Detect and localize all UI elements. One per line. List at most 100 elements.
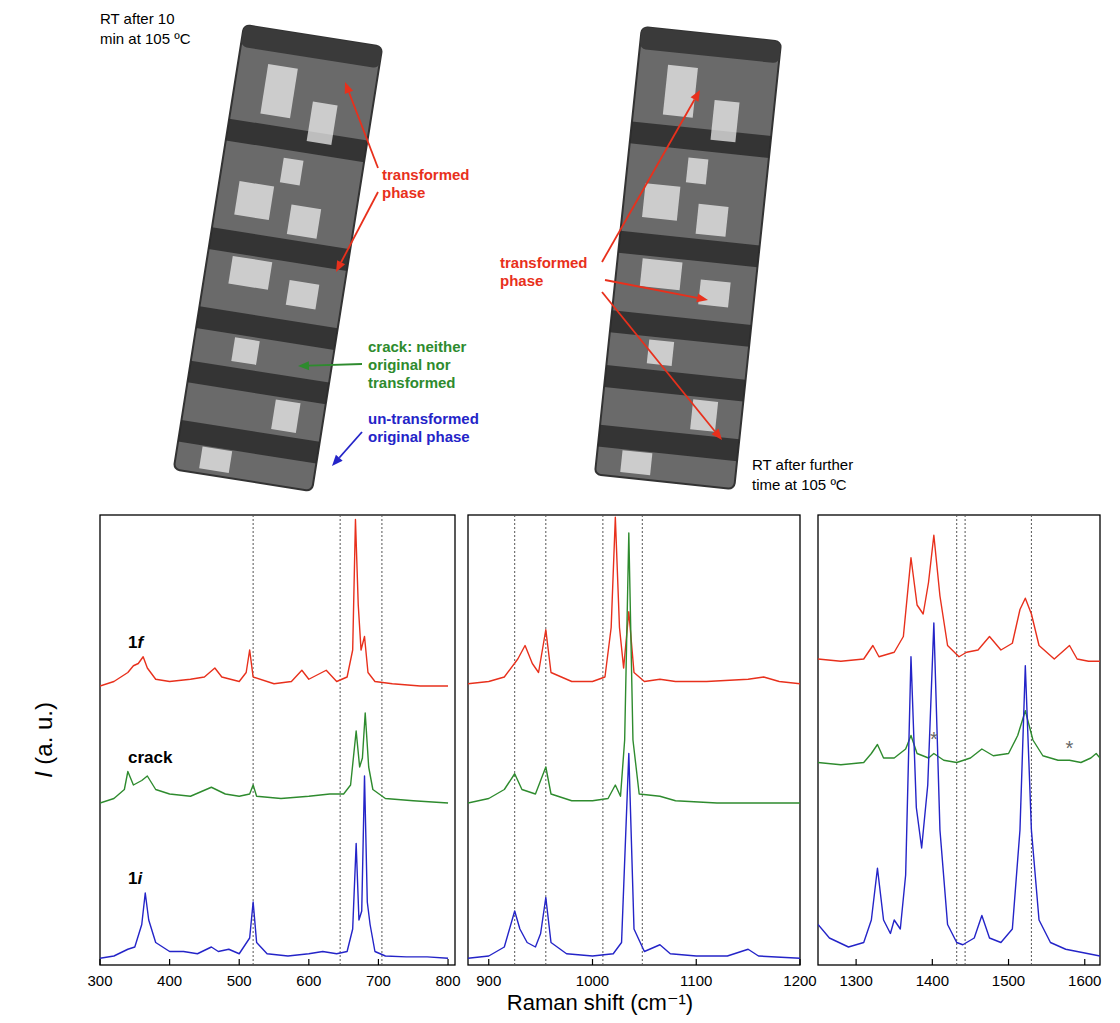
arrow-head bbox=[332, 455, 343, 466]
photo-caption: RT after further bbox=[752, 456, 853, 473]
plot-frame bbox=[468, 515, 800, 965]
spectrum-line bbox=[100, 776, 448, 958]
crystal-highlight bbox=[642, 183, 680, 220]
crystal-band bbox=[178, 420, 320, 464]
x-tick bbox=[308, 959, 309, 965]
x-tick-label: 1200 bbox=[783, 972, 816, 989]
x-tick-label: 500 bbox=[227, 972, 252, 989]
x-tick-label: 900 bbox=[476, 972, 501, 989]
arrow-head bbox=[345, 82, 353, 94]
series-label-part: i bbox=[137, 869, 143, 888]
crystal bbox=[595, 27, 781, 489]
x-tick bbox=[488, 959, 489, 965]
x-tick bbox=[99, 959, 100, 965]
photo-label: transformed bbox=[382, 166, 470, 183]
x-tick-label: 1600 bbox=[1068, 972, 1101, 989]
crystal-highlight bbox=[640, 258, 683, 290]
crystal-end bbox=[241, 25, 383, 69]
arrow-shaft bbox=[602, 100, 695, 262]
crystal-body bbox=[174, 25, 383, 491]
annotation: * bbox=[930, 728, 938, 750]
x-tick bbox=[1008, 959, 1009, 965]
spectrum-line bbox=[100, 713, 448, 803]
crystal-highlight bbox=[696, 204, 729, 237]
crystal-highlight bbox=[287, 204, 321, 238]
crystal-highlight bbox=[663, 65, 698, 118]
crystal-body bbox=[595, 27, 781, 489]
x-tick-label: 400 bbox=[157, 972, 182, 989]
crystal-band bbox=[226, 119, 368, 163]
arrow-head bbox=[691, 90, 700, 102]
photo-label: phase bbox=[382, 184, 425, 201]
photo-label: phase bbox=[500, 272, 543, 289]
guide-line bbox=[514, 515, 515, 965]
y-axis-title-part: (a. u.) bbox=[30, 702, 57, 771]
plot-frame bbox=[100, 515, 455, 965]
x-tick bbox=[932, 959, 933, 965]
crystal-highlight bbox=[228, 256, 272, 290]
crystal-band bbox=[604, 365, 746, 402]
arrow bbox=[336, 192, 378, 272]
photo-label: crack: neither bbox=[368, 338, 467, 355]
x-tick bbox=[696, 959, 697, 965]
photo-caption: time at 105 ºC bbox=[752, 476, 847, 493]
crystal-highlight bbox=[710, 100, 739, 142]
x-tick-label: 1500 bbox=[992, 972, 1025, 989]
series-label: 1f bbox=[128, 633, 145, 652]
crystal-highlight bbox=[199, 447, 232, 473]
crystal-band bbox=[630, 121, 772, 158]
crystal-end bbox=[640, 27, 782, 64]
photo-label: un-transformed bbox=[368, 410, 479, 427]
crystal-band bbox=[196, 306, 338, 350]
series-label-part: f bbox=[137, 633, 145, 652]
guide-line bbox=[602, 515, 603, 965]
arrow-head bbox=[696, 293, 708, 302]
arrow-shaft bbox=[605, 280, 697, 298]
arrow-shaft bbox=[341, 192, 378, 262]
panel: 1300140015001600** bbox=[818, 515, 1101, 989]
guide-line bbox=[253, 515, 254, 965]
x-tick-label: 1000 bbox=[576, 972, 609, 989]
photo-label: original nor bbox=[368, 356, 451, 373]
spectrum-line bbox=[468, 533, 800, 803]
plot-frame bbox=[818, 515, 1100, 965]
series-label-part: 1 bbox=[128, 869, 137, 888]
x-tick bbox=[592, 959, 593, 965]
x-tick-label: 800 bbox=[436, 972, 461, 989]
series-label-part: 1 bbox=[128, 633, 137, 652]
panel: 900 1000 1100 1200 Raman shift (cm⁻¹) bbox=[468, 515, 817, 1015]
arrow bbox=[605, 280, 708, 302]
crystal-highlight bbox=[271, 399, 300, 433]
crystal-band bbox=[187, 361, 329, 405]
spectrum-line bbox=[468, 754, 800, 959]
crystal-highlight bbox=[620, 450, 652, 475]
photo-label: transformed bbox=[368, 374, 456, 391]
guide-line bbox=[1031, 515, 1032, 965]
guide-line bbox=[340, 515, 341, 965]
data-group bbox=[468, 517, 800, 958]
crystal-band bbox=[598, 425, 740, 462]
photo-caption: RT after 10 bbox=[100, 10, 175, 27]
x-tick bbox=[378, 959, 379, 965]
x-tick bbox=[447, 959, 448, 965]
photo: RT after 10min at 105 ºCtransformedphase… bbox=[100, 10, 479, 491]
arrow bbox=[298, 361, 362, 370]
photo-label: transformed bbox=[500, 254, 588, 271]
y-axis-title: I (a. u.) bbox=[30, 702, 57, 778]
x-tick-label: 1100 bbox=[680, 972, 712, 989]
crystal-highlight bbox=[231, 337, 259, 365]
crystal-highlight bbox=[260, 64, 297, 118]
guide-line bbox=[956, 515, 957, 965]
guide-line bbox=[965, 515, 966, 965]
arrow-head bbox=[336, 260, 345, 272]
x-axis-title: Raman shift (cm⁻¹) bbox=[507, 990, 693, 1015]
series-label: 1i bbox=[128, 869, 143, 888]
spectrum-line bbox=[468, 517, 800, 684]
spectrum-line bbox=[818, 535, 1100, 661]
crystal-highlight bbox=[307, 102, 338, 145]
crystal-highlight bbox=[234, 181, 274, 220]
x-tick bbox=[239, 959, 240, 965]
x-tick-label: 1400 bbox=[916, 972, 949, 989]
x-tick bbox=[1084, 959, 1085, 965]
crystal bbox=[174, 25, 383, 491]
